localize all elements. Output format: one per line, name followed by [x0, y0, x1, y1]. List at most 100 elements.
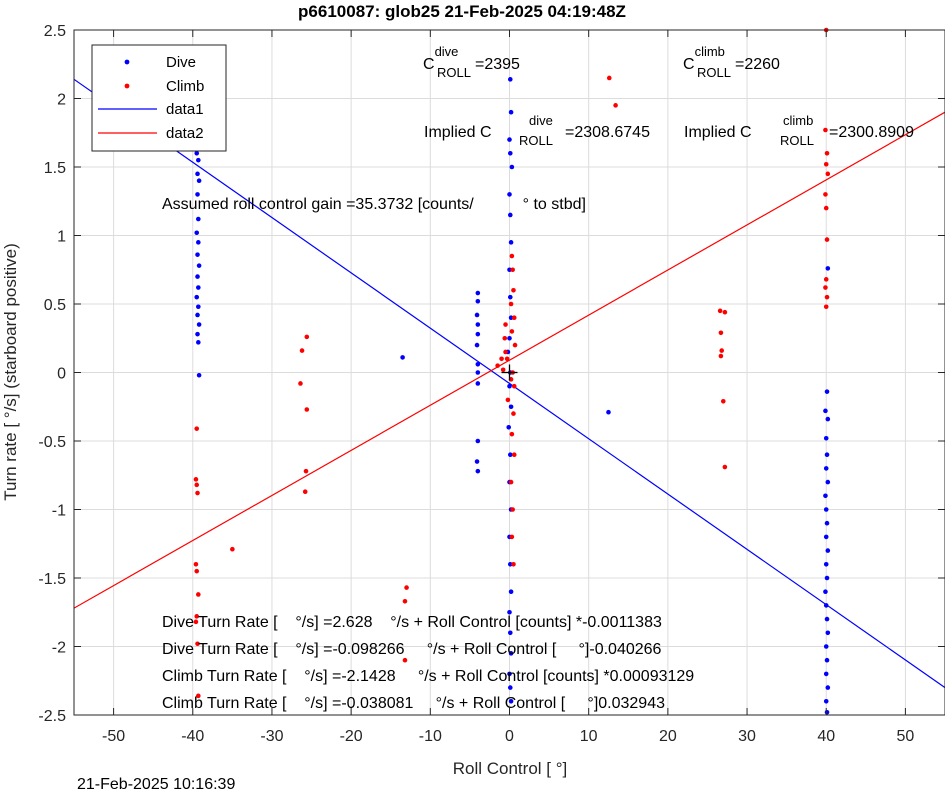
x-tick-label: -40 — [181, 728, 204, 745]
point-dive — [508, 240, 514, 245]
point-dive — [196, 322, 202, 327]
point-climb — [511, 288, 516, 293]
y-tick-label: 0 — [57, 366, 66, 383]
implied-dive-value: =2308.6745 — [565, 124, 650, 141]
point-dive — [824, 452, 830, 458]
legend-climb-marker — [124, 83, 130, 89]
point-climb — [304, 334, 310, 340]
y-tick-label: 1.5 — [44, 160, 66, 177]
c-climb-sup: climb — [695, 44, 725, 59]
legend: Dive Climb data1 data2 — [91, 44, 227, 152]
point-dive — [507, 562, 513, 567]
roll-gain-annotation: Assumed roll control gain =35.3732 [coun… — [162, 196, 586, 213]
c-climb-value: =2260 — [735, 56, 780, 73]
point-dive — [823, 507, 829, 512]
point-dive — [195, 192, 200, 197]
point-dive — [509, 164, 515, 170]
point-dive — [195, 252, 200, 257]
point-dive — [507, 267, 512, 273]
point-climb — [194, 482, 200, 488]
ticks: -50 -40 -30 -20 -10 0 10 20 30 40 50-2.5-2-1.5-1-0… — [38, 23, 945, 745]
point-climb — [823, 285, 828, 290]
point-dive — [474, 342, 480, 348]
implied-climb-sup: climb — [783, 113, 813, 128]
point-dive — [194, 294, 200, 300]
point-dive — [825, 548, 831, 553]
point-climb — [510, 507, 515, 512]
implied-climb-main: Implied C — [684, 124, 752, 141]
x-axis-label: Roll Control [ °] — [453, 759, 568, 778]
point-dive — [825, 630, 831, 636]
point-climb — [404, 585, 409, 590]
point-climb — [719, 348, 725, 353]
point-climb — [824, 151, 830, 156]
chart-title: p6610087: glob25 21-Feb-2025 04:19:48Z — [298, 2, 626, 21]
point-dive — [475, 381, 481, 386]
legend-data2-label: data2 — [166, 125, 204, 142]
point-climb — [511, 315, 517, 321]
c-dive-sup: dive — [435, 44, 459, 59]
point-dive — [507, 137, 512, 142]
point-dive — [196, 240, 201, 245]
point-dive — [824, 657, 830, 663]
point-dive — [507, 452, 513, 458]
point-dive — [507, 383, 512, 389]
point-climb — [230, 546, 235, 552]
point-dive — [507, 630, 513, 636]
point-dive — [507, 151, 513, 156]
point-climb — [193, 619, 199, 625]
y-tick-label: 2.5 — [44, 23, 66, 40]
point-dive — [196, 304, 201, 310]
point-dive — [474, 459, 480, 464]
point-climb — [298, 381, 303, 386]
point-climb — [823, 304, 829, 310]
point-dive — [824, 616, 830, 622]
x-tick-label: 30 — [738, 728, 756, 745]
point-dive — [195, 274, 200, 279]
point-dive — [825, 416, 831, 422]
implied-dive-main: Implied C — [424, 124, 492, 141]
c-climb-main: C — [683, 56, 695, 73]
point-dive — [823, 644, 829, 649]
y-tick-label: 1 — [57, 229, 66, 246]
point-dive — [825, 479, 831, 485]
point-climb — [304, 407, 310, 412]
point-climb — [193, 562, 199, 567]
point-climb — [717, 308, 723, 314]
point-climb — [505, 397, 511, 403]
point-climb — [606, 75, 612, 81]
point-dive — [507, 192, 512, 197]
point-dive — [823, 534, 829, 540]
fit-line-data2 — [74, 111, 945, 609]
point-climb — [194, 568, 200, 574]
point-climb — [823, 161, 829, 167]
footer-timestamp: 21-Feb-2025 10:16:39 — [77, 776, 235, 792]
point-dive — [508, 404, 514, 410]
implied-c-dive-annotation: Implied C dive ROLL =2308.6745 — [424, 113, 650, 148]
point-climb — [511, 411, 516, 416]
point-dive — [195, 331, 200, 337]
implied-dive-sup: dive — [529, 113, 553, 128]
point-dive — [400, 355, 405, 360]
implied-climb-value: =2300.8909 — [829, 124, 914, 141]
point-climb — [718, 353, 724, 359]
point-dive — [196, 157, 201, 163]
y-tick-label: -2 — [52, 640, 66, 657]
point-dive — [196, 372, 202, 378]
point-dive — [508, 109, 514, 115]
point-climb — [303, 468, 309, 474]
point-dive — [507, 294, 513, 300]
point-climb — [402, 657, 408, 663]
point-dive — [824, 520, 830, 526]
point-climb — [299, 348, 305, 353]
point-dive — [823, 589, 828, 594]
point-climb — [503, 349, 508, 355]
implied-c-climb-annotation: Implied C climb ROLL =2300.8909 — [684, 113, 914, 148]
c-dive-main: C — [423, 56, 435, 73]
point-dive — [507, 77, 513, 82]
y-tick-label: 2 — [57, 92, 66, 109]
climb-fit-counts-text: Climb Turn Rate [ °/s] =-2.1428 °/s + Ro… — [162, 668, 694, 685]
point-dive — [823, 671, 829, 677]
point-climb — [509, 534, 515, 540]
